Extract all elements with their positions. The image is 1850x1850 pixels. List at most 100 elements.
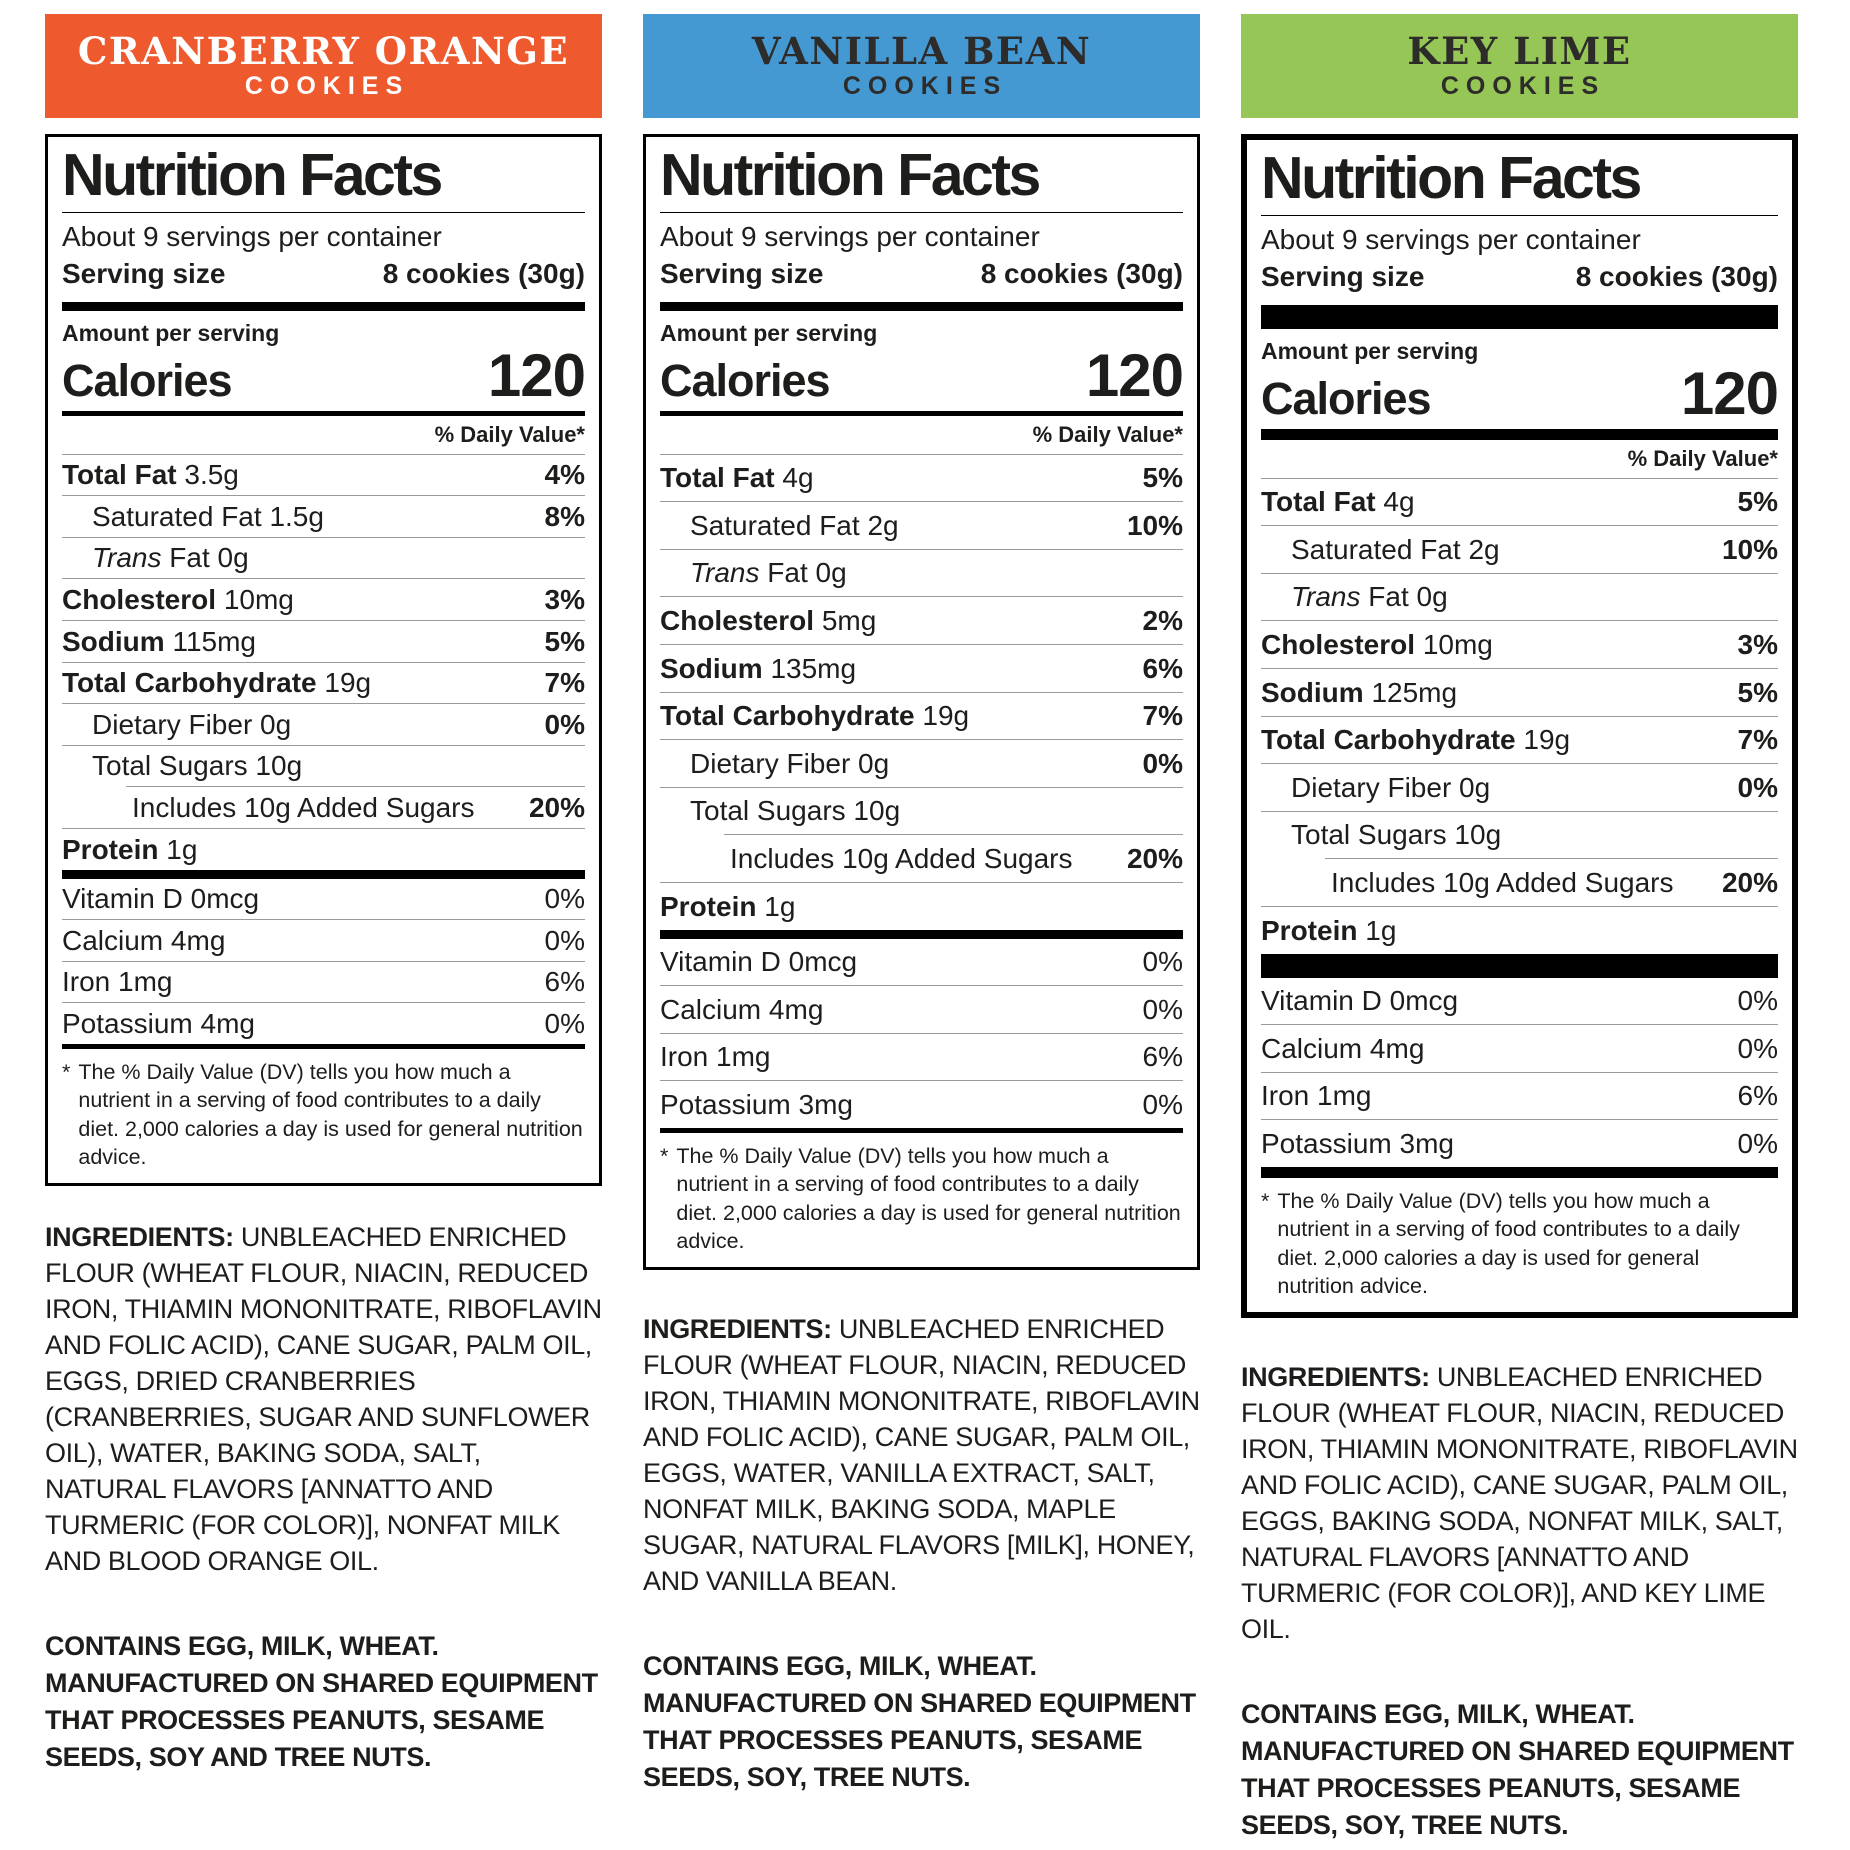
nutrient-name-italic: Trans bbox=[1291, 581, 1361, 613]
flavor-banner: CRANBERRY ORANGE COOKIES bbox=[45, 14, 602, 118]
nutrient-name: Saturated Fat 1.5g bbox=[62, 500, 324, 534]
flavor-title: KEY LIME bbox=[1407, 29, 1632, 73]
medium-separator bbox=[1261, 1166, 1778, 1178]
nutrient-pct: 0% bbox=[1737, 1127, 1778, 1159]
amount-per-serving-label: Amount per serving bbox=[660, 320, 878, 347]
nutrient-name: Total Fat 3.5g bbox=[62, 458, 239, 492]
nutrient-name-text: Iron bbox=[660, 1041, 709, 1073]
nutrient-name: Potassium 4mg bbox=[62, 1007, 255, 1041]
medium-separator bbox=[660, 1127, 1183, 1133]
nutrient-pct: 0% bbox=[1142, 993, 1183, 1025]
nutrient-name: Includes 10g Added Sugars bbox=[1325, 866, 1673, 900]
nutrient-row: Total Fat 4g 5% bbox=[660, 453, 1183, 502]
thick-separator bbox=[1261, 305, 1778, 330]
nutrient-name-text: Calcium bbox=[62, 924, 164, 956]
thick-separator bbox=[62, 302, 585, 312]
amount-per-serving-label: Amount per serving bbox=[62, 320, 280, 347]
ingredients-label: INGREDIENTS: bbox=[643, 1314, 832, 1345]
nutrient-name: Sodium 115mg bbox=[62, 625, 256, 659]
nutrient-pct: 5% bbox=[1737, 486, 1778, 518]
nutrient-amount: 0g bbox=[1416, 581, 1448, 613]
thick-separator bbox=[1261, 953, 1778, 978]
nutrient-name: Iron 1mg bbox=[660, 1040, 771, 1074]
nutrient-amount: 125mg bbox=[1371, 676, 1458, 708]
nutrient-row: Dietary Fiber 0g 0% bbox=[660, 739, 1183, 787]
nutrient-name-text: Dietary Fiber bbox=[1291, 771, 1452, 803]
ingredients-label: INGREDIENTS: bbox=[1241, 1362, 1430, 1393]
nutrient-name: Cholesterol 10mg bbox=[1261, 628, 1493, 662]
nutrient-row: Potassium 3mg 0% bbox=[1261, 1119, 1778, 1167]
thick-separator bbox=[62, 869, 585, 879]
medium-separator bbox=[660, 410, 1183, 416]
nutrient-pct: 2% bbox=[1142, 604, 1183, 636]
nutrient-row: Trans Fat 0g bbox=[62, 536, 585, 579]
vitamin-rows: Vitamin D 0mcg 0% Calcium 4mg 0% Iron 1mg 6% P… bbox=[62, 879, 585, 1044]
nutrient-pct: 0% bbox=[544, 1007, 585, 1039]
nutrient-amount: 1g bbox=[166, 833, 198, 865]
nutrient-row: Total Sugars 10g bbox=[660, 786, 1183, 835]
nutrient-pct: 6% bbox=[1737, 1080, 1778, 1112]
nutrient-name-text: Dietary Fiber bbox=[92, 708, 253, 740]
nutrient-pct: 0% bbox=[1737, 1032, 1778, 1064]
contains-line: CONTAINS EGG, MILK, WHEAT. bbox=[643, 1650, 1037, 1681]
calories-row: Calories 120 bbox=[62, 345, 586, 405]
nutrient-name-text: Total Sugars bbox=[690, 795, 846, 827]
nutrient-row: Calcium 4mg 0% bbox=[62, 919, 585, 961]
nutrient-amount: 1mg bbox=[1317, 1080, 1372, 1112]
nutrient-name: Protein 1g bbox=[1261, 914, 1396, 948]
nutrition-facts-panel: Nutrition Facts About 9 servings per con… bbox=[1241, 134, 1798, 1319]
daily-value-header: % Daily Value* bbox=[1627, 445, 1778, 471]
nutrient-name: Total Carbohydrate 19g bbox=[62, 666, 371, 700]
manufactured-line: MANUFACTURED ON SHARED EQUIPMENT THAT PR… bbox=[1241, 1735, 1794, 1841]
flavor-subtitle: COOKIES bbox=[244, 72, 410, 100]
nutrient-row: Trans Fat 0g bbox=[1261, 572, 1778, 621]
nutrient-name: Protein 1g bbox=[62, 833, 197, 867]
nutrient-amount: 4mg bbox=[200, 1007, 255, 1039]
nutrient-amount: 115mg bbox=[172, 625, 256, 657]
thick-separator bbox=[660, 302, 1183, 312]
nutrient-row: Total Fat 4g 5% bbox=[1261, 477, 1778, 526]
nutrient-name: Calcium 4mg bbox=[1261, 1032, 1424, 1066]
nutrient-amount: 10mg bbox=[223, 583, 294, 615]
flavor-banner: KEY LIME COOKIES bbox=[1241, 14, 1798, 118]
nutrient-name: Sodium 125mg bbox=[1261, 676, 1457, 710]
nutrient-pct: 6% bbox=[1142, 652, 1183, 684]
nutrient-name: Total Sugars 10g bbox=[660, 794, 900, 828]
serving-size-row: Serving size 8 cookies (30g) bbox=[660, 254, 1183, 303]
nutrient-pct: 0% bbox=[1142, 1088, 1183, 1120]
nutrient-name-text: Protein bbox=[660, 890, 757, 922]
ingredients-label: INGREDIENTS: bbox=[45, 1222, 234, 1253]
nutrient-pct: 0% bbox=[1142, 747, 1183, 779]
nutrient-name-text: Dietary Fiber bbox=[690, 747, 851, 779]
nutrient-row: Includes 10g Added Sugars 20% bbox=[1325, 858, 1778, 906]
nutrient-amount: 1mg bbox=[118, 966, 173, 998]
nutrient-row: Cholesterol 5mg 2% bbox=[660, 596, 1183, 644]
nutrient-name: Vitamin D 0mcg bbox=[660, 945, 857, 979]
nutrient-name: Dietary Fiber 0g bbox=[660, 747, 889, 781]
nutrient-pct: 10% bbox=[1126, 509, 1183, 541]
nutrient-amount: 5mg bbox=[821, 604, 877, 636]
nutrient-row: Iron 1mg 6% bbox=[62, 960, 585, 1003]
nutrient-name: Cholesterol 10mg bbox=[62, 583, 294, 617]
nutrient-row: Saturated Fat 2g 10% bbox=[660, 501, 1183, 549]
nutrient-name-text: Total Sugars bbox=[92, 750, 248, 782]
footnote-text: The % Daily Value (DV) tells you how muc… bbox=[1277, 1188, 1740, 1299]
nutrient-amount: 2g bbox=[867, 509, 899, 541]
nutrient-amount: 0mcg bbox=[1389, 985, 1459, 1017]
nutrition-facts-title: Nutrition Facts bbox=[660, 145, 1183, 214]
flavor-subtitle: COOKIES bbox=[842, 72, 1008, 100]
calories-label: Calories bbox=[660, 354, 831, 406]
nutrient-row: Protein 1g bbox=[62, 828, 585, 870]
nutrient-amount: 0g bbox=[858, 747, 890, 779]
nutrient-name-text: Fat bbox=[1368, 581, 1409, 613]
nutrient-name: Calcium 4mg bbox=[660, 993, 823, 1027]
nutrient-name-text: Potassium bbox=[1261, 1127, 1392, 1159]
nutrient-row: Vitamin D 0mcg 0% bbox=[660, 939, 1183, 986]
nutrient-name: Vitamin D 0mcg bbox=[62, 882, 259, 916]
nutrient-name-text: Includes 10g Added Sugars bbox=[730, 842, 1073, 874]
nutrient-pct: 6% bbox=[1142, 1041, 1183, 1073]
nutrient-pct: 3% bbox=[1737, 628, 1778, 660]
nutrient-name: Cholesterol 5mg bbox=[660, 604, 876, 638]
nutrient-name-text: Vitamin D bbox=[62, 883, 183, 915]
nutrient-name: Dietary Fiber 0g bbox=[1261, 771, 1490, 805]
